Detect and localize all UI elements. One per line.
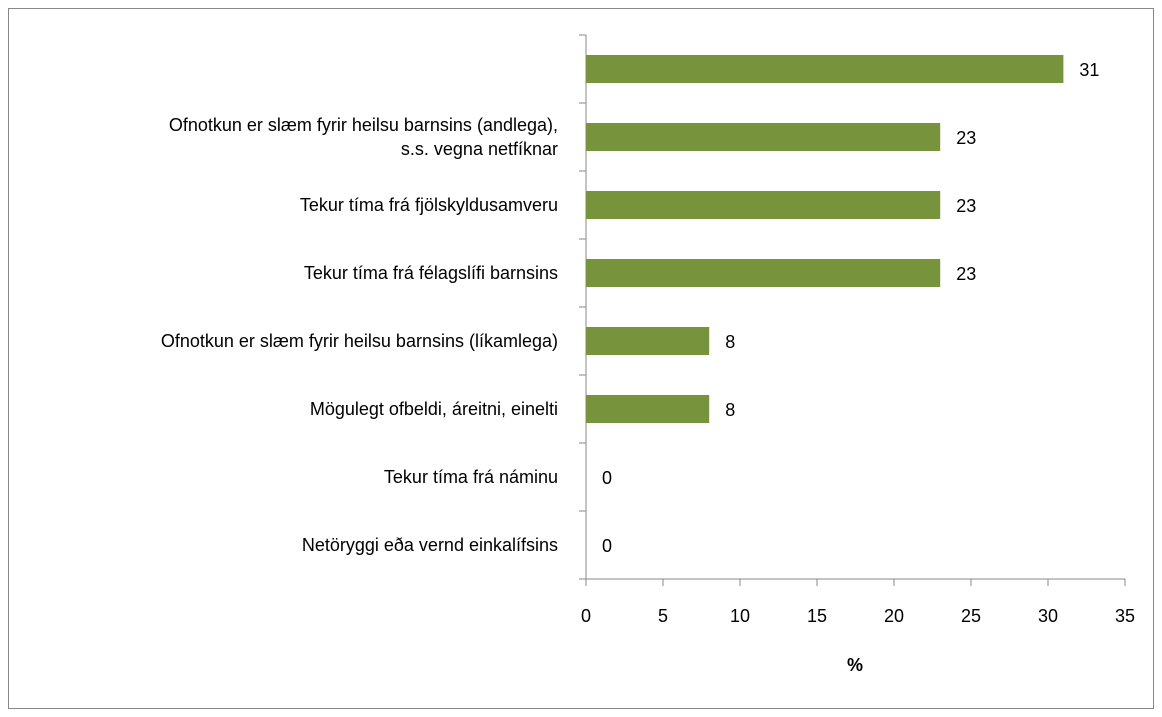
data-label: 23	[956, 128, 976, 148]
data-label: 23	[956, 196, 976, 216]
bar	[586, 123, 941, 151]
y-tick-label: Mögulegt ofbeldi, áreitni, einelti	[309, 399, 558, 419]
bar	[586, 259, 941, 287]
data-label: 8	[725, 400, 735, 420]
data-label: 31	[1079, 60, 1099, 80]
x-tick-label: 30	[1038, 606, 1058, 626]
x-tick-label: 15	[807, 606, 827, 626]
y-tick-label: Ofnotkun er slæm fyrir heilsu barnsins (…	[160, 331, 558, 351]
bar	[586, 55, 1064, 83]
bar	[586, 395, 710, 423]
x-tick-label: 35	[1115, 606, 1135, 626]
data-label: 23	[956, 264, 976, 284]
data-label: 8	[725, 332, 735, 352]
y-tick-label: Tekur tíma frá félagslífi barnsins	[303, 263, 558, 283]
x-axis-label: %	[847, 655, 863, 675]
y-tick-label: Ofnotkun er slæm fyrir heilsu barnsins (…	[168, 115, 558, 159]
x-tick-label: 25	[961, 606, 981, 626]
y-tick-label: Netöryggi eða vernd einkalífsins	[301, 535, 558, 555]
x-tick-label: 0	[581, 606, 591, 626]
x-tick-label: 5	[658, 606, 668, 626]
data-label: 0	[602, 536, 612, 556]
bar	[586, 327, 710, 355]
y-tick-label: Tekur tíma frá náminu	[383, 467, 558, 487]
bar	[586, 191, 941, 219]
chart-frame	[8, 8, 1154, 709]
y-tick-label: Tekur tíma frá fjölskyldusamveru	[299, 195, 558, 215]
x-tick-label: 10	[730, 606, 750, 626]
x-tick-label: 20	[884, 606, 904, 626]
data-label: 0	[602, 468, 612, 488]
